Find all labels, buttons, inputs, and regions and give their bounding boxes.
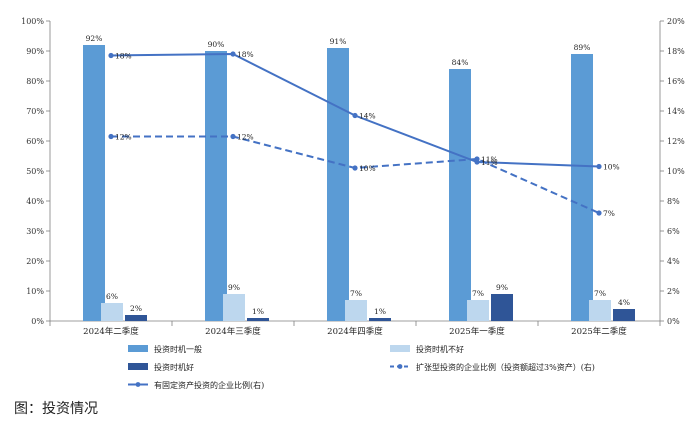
y-left-tick-label: 10% — [26, 287, 44, 296]
line-data-label: 18% — [115, 52, 132, 61]
line-data-label: 7% — [603, 209, 615, 218]
legend-label: 投资时机不好 — [416, 344, 464, 354]
legend-marker — [397, 364, 403, 369]
y-left-tick-label: 50% — [26, 167, 44, 176]
line-data-label: 11% — [481, 155, 498, 164]
y-right-tick-label: 10% — [667, 167, 685, 176]
bar-good — [613, 309, 635, 321]
y-left-tick-label: 60% — [26, 137, 44, 146]
bar-data-label: 7% — [472, 289, 484, 298]
line-data-label: 10% — [359, 164, 376, 173]
y-left-tick-label: 20% — [26, 257, 44, 266]
bar-data-label: 90% — [208, 40, 225, 49]
legend-marker — [135, 382, 141, 387]
bar-average — [83, 45, 105, 321]
bar-good — [125, 315, 147, 321]
line-point — [108, 52, 114, 59]
bar-bad — [467, 300, 489, 321]
legend-label: 有固定资产投资的企业比例(右) — [154, 380, 264, 390]
y-right-tick-label: 16% — [667, 77, 685, 86]
bar-good — [247, 318, 269, 321]
line-point — [352, 165, 358, 171]
x-tick-label: 2024年三季度 — [205, 326, 261, 337]
bar-data-label: 9% — [496, 283, 508, 292]
bar-data-label: 6% — [106, 292, 118, 301]
bar-good — [369, 318, 391, 321]
bar-data-label: 92% — [86, 34, 103, 43]
line-expansion-investment — [111, 135, 600, 214]
y-left-tick-label: 70% — [26, 107, 44, 116]
y-right-tick-label: 20% — [667, 17, 685, 26]
legend-swatch — [128, 345, 148, 352]
lines — [108, 51, 602, 216]
legend-label: 投资时机好 — [154, 362, 194, 372]
bar-bad — [345, 300, 367, 321]
line-data-label: 12% — [237, 133, 254, 142]
bar-data-label: 89% — [574, 43, 591, 52]
y-right-tick-label: 14% — [667, 107, 685, 116]
y-left-tick-label: 30% — [26, 227, 44, 236]
line-point — [230, 51, 236, 57]
line-point — [108, 133, 114, 140]
legend-label: 扩张型投资的企业比例（投资额超过3%资产）(右) — [416, 362, 595, 372]
y-left-tick-label: 80% — [26, 77, 44, 86]
y-left-tick-label: 0% — [31, 317, 44, 326]
line-point — [596, 210, 602, 216]
y-right-tick-label: 12% — [667, 137, 685, 146]
bar-average — [327, 48, 349, 321]
y-right-tick-label: 8% — [667, 197, 680, 206]
x-tick-label: 2025年一季度 — [449, 326, 505, 337]
bar-bad — [223, 294, 245, 321]
line-point — [596, 163, 602, 170]
figure-caption: 图：投资情况 — [14, 401, 98, 417]
legend-label: 投资时机一般 — [154, 344, 202, 354]
bar-data-label: 1% — [252, 307, 264, 316]
bar-bad — [101, 303, 123, 321]
y-right-tick-label: 0% — [667, 317, 680, 326]
bar-data-label: 2% — [130, 304, 142, 313]
line-data-label: 18% — [237, 50, 254, 59]
bar-data-label: 7% — [350, 289, 362, 298]
line-point — [474, 159, 480, 165]
y-right-tick-label: 4% — [667, 257, 680, 266]
x-tick-label: 2024年四季度 — [327, 326, 383, 337]
bar-good — [491, 294, 513, 321]
line-data-label: 10% — [603, 163, 620, 172]
axes: 0% 10% 20% 30% 40% 50% 60% 70% 80% 90% 100% 0% 2% 4% 6… — [21, 17, 685, 337]
y-left-tick-label: 40% — [26, 197, 44, 206]
line-data-label: 14% — [359, 112, 376, 121]
bar-data-label: 1% — [374, 307, 386, 316]
line-data-label: 11% — [481, 158, 498, 167]
line-point — [230, 133, 236, 140]
x-tick-label: 2025年二季度 — [571, 326, 627, 337]
data-labels: 92% 90% 91% 84% 89% 6% 9% 7% 7% 7% 2% 1% 1% 9% 4% 12% 12… — [86, 34, 630, 316]
legend-swatch — [390, 345, 410, 352]
y-left-tick-label: 100% — [21, 17, 44, 26]
y-right-tick-label: 18% — [667, 47, 685, 56]
bar-average — [571, 54, 593, 321]
y-right-tick-label: 2% — [667, 287, 680, 296]
investment-chart: 0% 10% 20% 30% 40% 50% 60% 70% 80% 90% 100% 0% 2% 4% 6… — [21, 17, 685, 390]
bar-data-label: 4% — [618, 298, 630, 307]
bar-average — [449, 69, 471, 321]
bar-data-label: 9% — [228, 283, 240, 292]
bar-data-label: 7% — [594, 289, 606, 298]
y-right-tick-label: 6% — [667, 227, 680, 236]
bar-average — [205, 51, 227, 321]
bars — [83, 45, 635, 321]
bar-bad — [589, 300, 611, 321]
line-fixed-asset-investment — [110, 52, 600, 168]
line-point — [352, 112, 358, 119]
y-left-tick-label: 90% — [26, 47, 44, 56]
line-data-label: 12% — [115, 133, 132, 142]
x-tick-label: 2024年二季度 — [83, 326, 139, 337]
bar-data-label: 91% — [330, 37, 347, 46]
legend-swatch — [128, 363, 148, 370]
bar-data-label: 84% — [452, 58, 469, 67]
